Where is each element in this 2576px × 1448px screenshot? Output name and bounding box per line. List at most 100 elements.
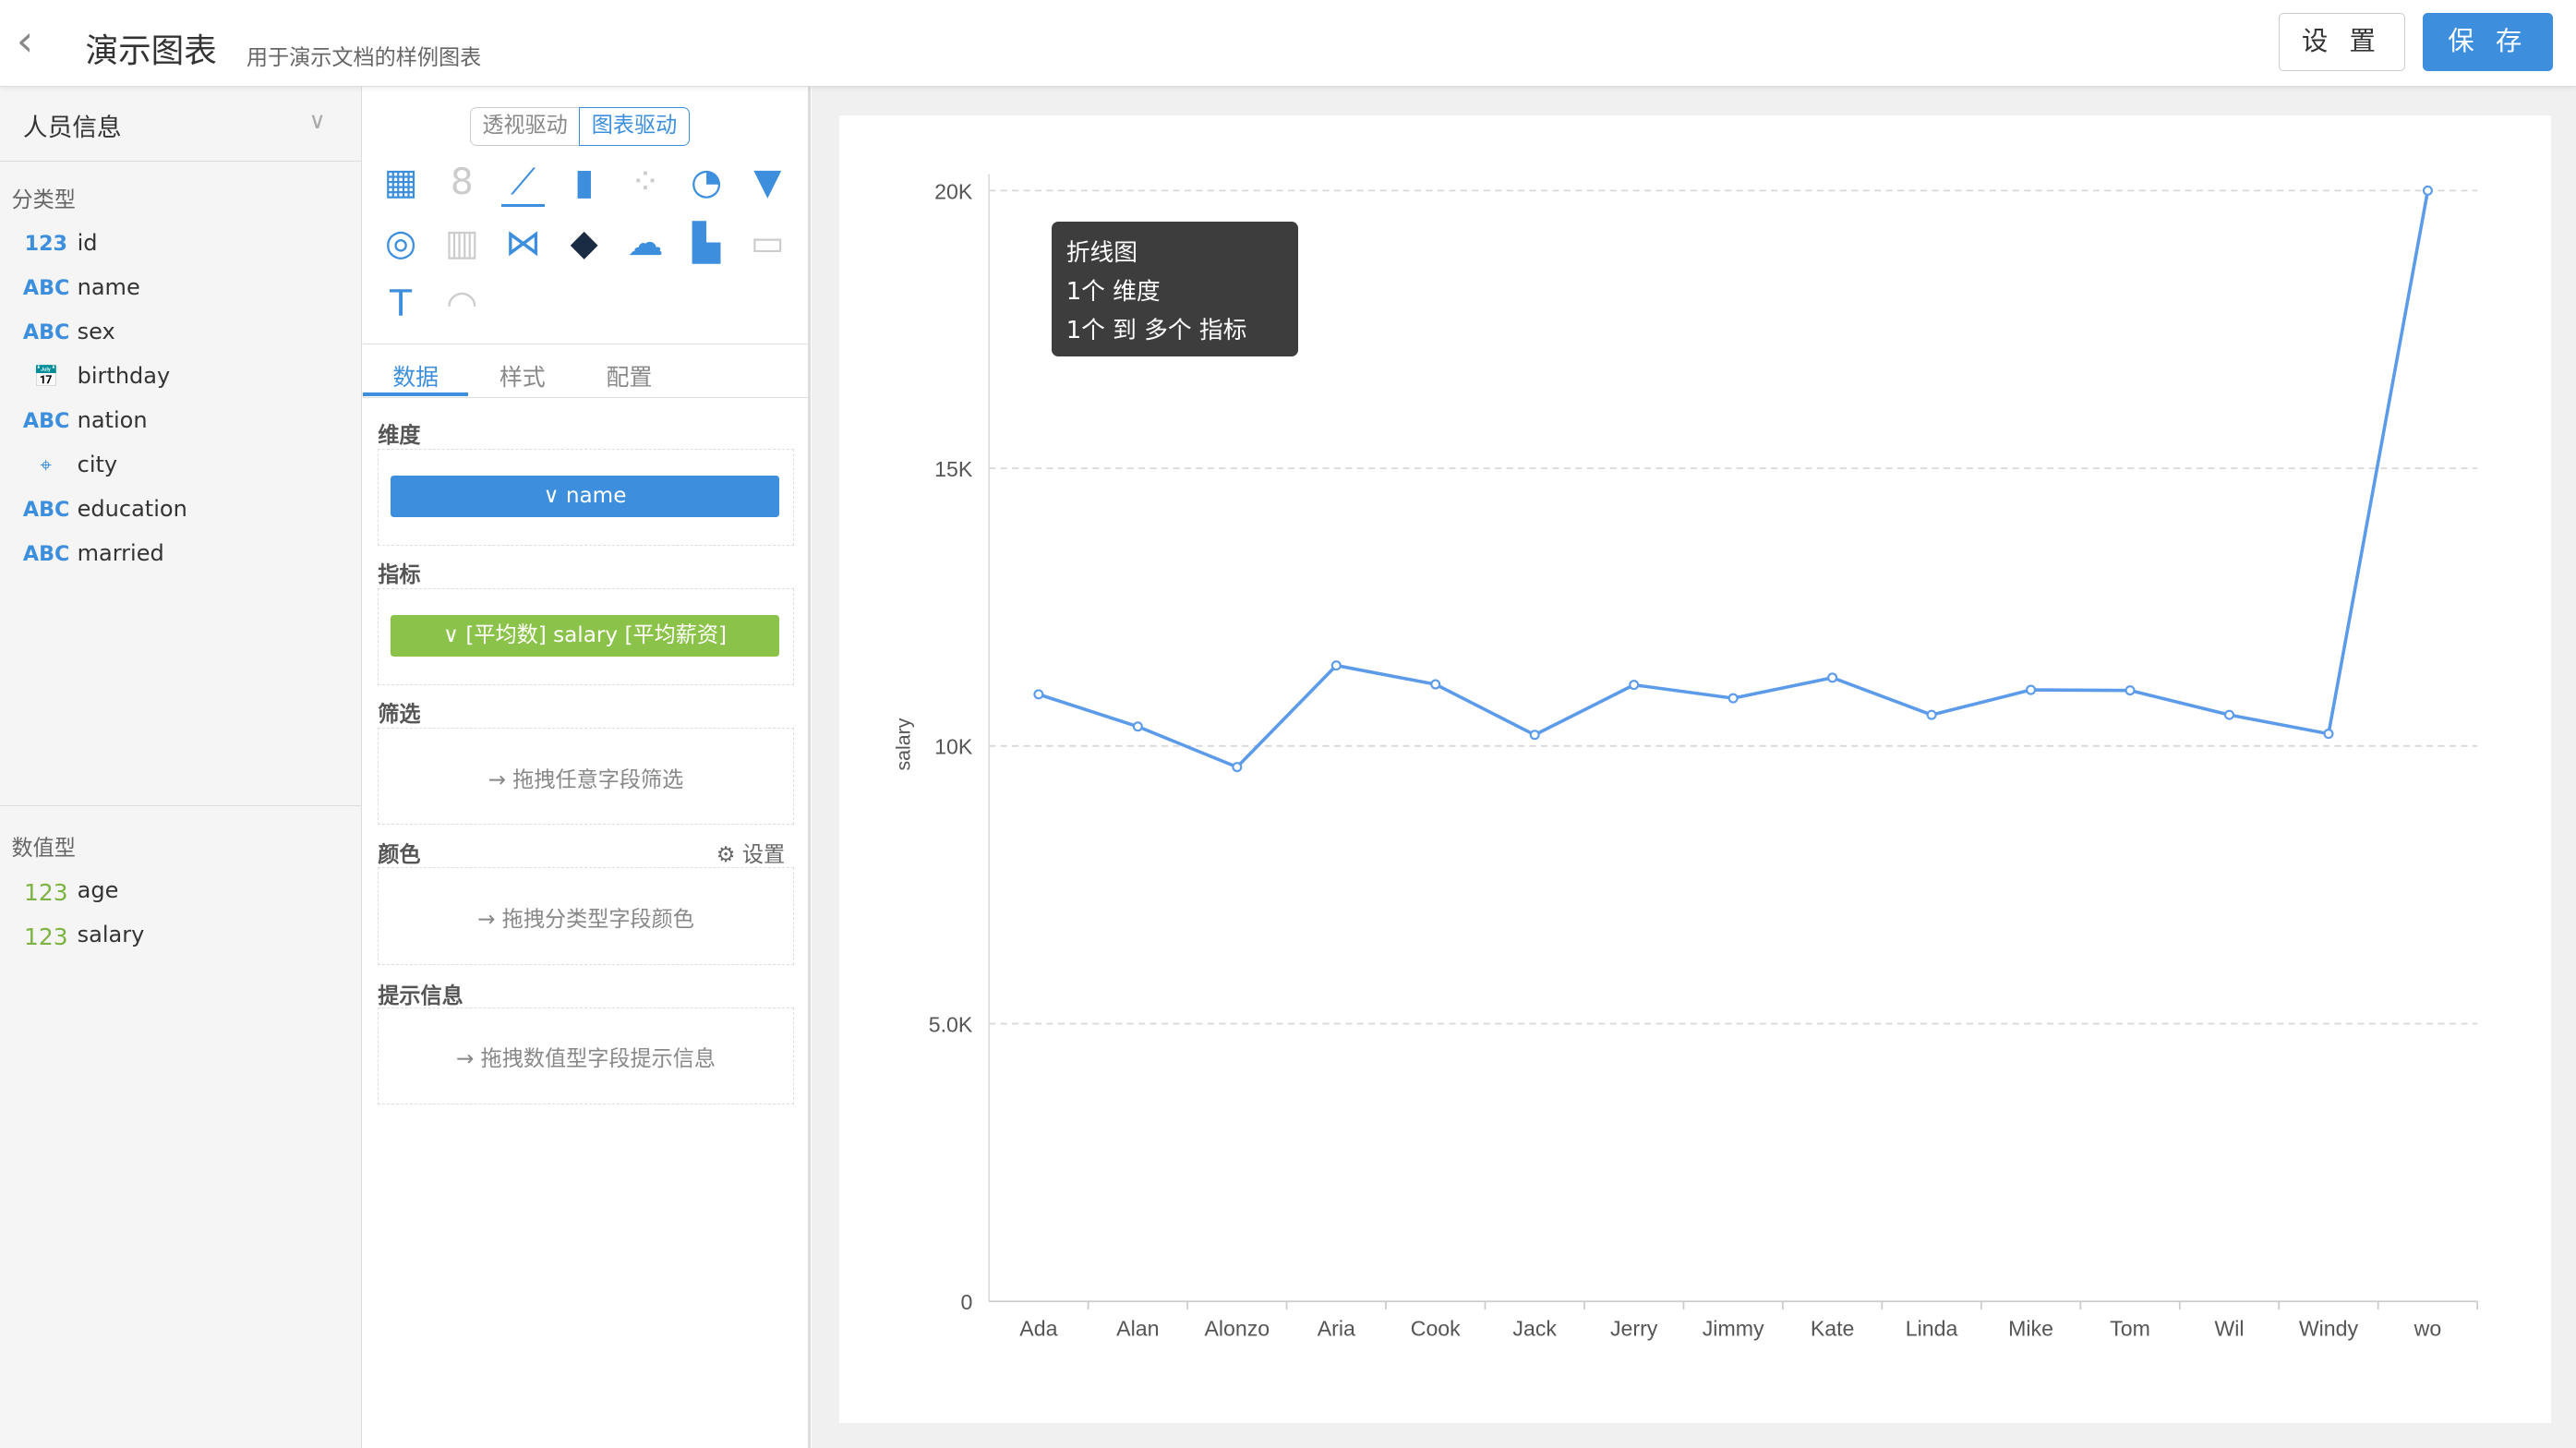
dimension-dropzone[interactable]: ∨ name [378,448,794,546]
data-point [2422,185,2433,196]
top-bar: ‹ 演示图表 用于演示文档的样例图表 设 置 保 存 [0,0,2576,87]
tab-style[interactable]: 样式 [499,363,546,391]
arrow-right-icon: → [488,767,513,792]
field-name[interactable]: ABC name [0,268,361,312]
field-type-icon: ABC [22,498,70,523]
gear-icon: ⚙ [716,842,742,867]
chart-type-radar-icon[interactable]: ◎ [385,222,417,264]
chart-type-pie-icon[interactable]: ◔ [691,161,723,203]
y-tick-label: 10K [934,735,973,759]
tooltip-info-dropzone[interactable]: → 拖拽数值型字段提示信息 [378,1007,794,1104]
field-name: nation [77,407,148,434]
x-tick-label: Alonzo [1204,1317,1270,1341]
data-point [2125,685,2136,696]
numeric-title: 数值型 [11,836,76,861]
x-tick-label: Jerry [1610,1317,1658,1341]
arrow-right-icon: → [455,1047,481,1072]
x-tick-label: Jack [1512,1317,1557,1341]
field-type-icon: 123 [24,923,68,950]
field-age[interactable]: 123 age [0,871,361,915]
save-button[interactable]: 保 存 [2423,13,2554,71]
tooltip-title: 折线图 [1065,239,1138,268]
page-title: 演示图表 [85,31,217,70]
metric-dropzone[interactable]: ∨ [平均数] salary [平均薪资] [378,587,794,686]
y-tick-label: 15K [934,457,973,481]
field-name: city [77,452,118,478]
x-tick-label: Ada [1019,1317,1057,1341]
chevron-left-icon[interactable]: ‹ [16,16,34,66]
color-hint: 拖拽分类型字段颜色 [501,908,694,933]
color-settings-button[interactable]: ⚙ 设置 [716,837,785,868]
field-name: id [77,230,98,257]
filter-dropzone[interactable]: → 拖拽任意字段筛选 [378,728,794,826]
field-type-icon: 123 [24,878,68,906]
chart-type-table-icon[interactable]: ▦ [383,161,418,203]
dimension-label: 维度 [378,423,421,448]
field-nation[interactable]: ABC nation [0,401,361,445]
mode-switch: 透视驱动 图表驱动 [469,106,690,147]
settings-button[interactable]: 设 置 [2278,13,2406,71]
x-tick-label: Tom [2110,1317,2150,1341]
page-subtitle: 用于演示文档的样例图表 [246,45,482,70]
map-pin-icon: ⌖ [40,453,53,478]
y-tick-label: 20K [934,179,973,203]
chart-type-scatter-icon[interactable]: ⁘ [630,161,661,203]
tab-data[interactable]: 数据 [392,363,439,391]
chart-type-tooltip: 折线图 1个 维度 1个 到 多个 指标 [1051,222,1298,357]
field-id[interactable]: 123 id [0,223,361,268]
data-point [1629,680,1640,691]
x-tick-label: Jimmy [1703,1317,1764,1341]
data-point [2323,729,2334,740]
x-tick-label: Kate [1811,1317,1855,1341]
tab-config[interactable]: 配置 [606,363,653,391]
data-point [1529,730,1540,741]
chart-type-number-card-icon[interactable]: 8 [450,161,474,203]
chart-type-parallel-icon[interactable]: ⋈ [504,222,542,264]
data-point [2223,709,2235,720]
data-point [1727,693,1739,704]
chart-type-word-cloud-icon[interactable]: ☁ [627,222,664,264]
x-tick-label: Windy [2299,1317,2359,1341]
filter-hint: 拖拽任意字段筛选 [512,767,684,792]
categorical-title: 分类型 [11,188,76,213]
chart-type-waterfall-icon[interactable]: ▙ [692,222,721,264]
chart-type-china-map-icon[interactable]: ◆ [570,222,598,264]
config-tabs: 数据 样式 配置 [363,343,809,398]
mode-chart[interactable]: 图表驱动 [579,106,690,147]
field-name: birthday [77,363,171,390]
chart-type-funnel-icon[interactable]: ▼ [753,161,782,203]
field-name: sex [77,319,115,345]
data-point [2026,684,2037,695]
metric-value: [平均数] salary [平均薪资] [465,623,727,648]
fields-panel: 人员信息 ∨ 分类型 123 id ABC name ABC sex 📅 birthday AB… [0,87,363,1448]
field-type-icon: 123 [24,231,68,256]
metric-pill[interactable]: ∨ [平均数] salary [平均薪资] [390,615,780,657]
arrow-right-icon: → [476,908,502,933]
chart-type-bar-icon[interactable]: ▮ [573,161,595,203]
tooltip-line2: 1个 到 多个 指标 [1065,317,1247,345]
field-salary[interactable]: 123 salary [0,915,361,959]
chart-type-line-icon[interactable]: ⟋ [501,161,545,207]
color-label: 颜色 [378,842,421,867]
x-tick-label: Mike [2008,1317,2053,1341]
data-point [1033,689,1044,700]
chart-type-gauge-icon[interactable]: ◠ [446,283,478,325]
field-birthday[interactable]: 📅 birthday [0,356,361,401]
field-name: name [77,274,140,301]
dimension-value: name [565,484,627,509]
field-married[interactable]: ABC married [0,534,361,578]
dimension-pill[interactable]: ∨ name [390,476,780,517]
chart-type-text-icon[interactable]: T [390,283,413,325]
chart-type-iframe-icon[interactable]: ▭ [750,222,785,264]
tooltip-info-label: 提示信息 [378,983,463,1008]
dataset-select[interactable]: 人员信息 ∨ [0,87,362,163]
field-education[interactable]: ABC education [0,489,361,534]
field-city[interactable]: ⌖ city [0,445,361,489]
field-sex[interactable]: ABC sex [0,312,361,356]
mode-pivot[interactable]: 透视驱动 [469,106,580,147]
config-panel: 透视驱动 图表驱动 ▦ 8 ⟋ ▮ ⁘ ◔ ▼ ◎ ▥ ⋈ ◆ ☁ ▙ ▭ T ◠ 数据 样式 配置 维度 ∨… [363,87,812,1448]
calendar-icon: 📅 [32,364,59,389]
chart-type-heatmap-icon[interactable]: ▥ [444,222,479,264]
color-dropzone[interactable]: → 拖拽分类型字段颜色 [378,867,794,965]
